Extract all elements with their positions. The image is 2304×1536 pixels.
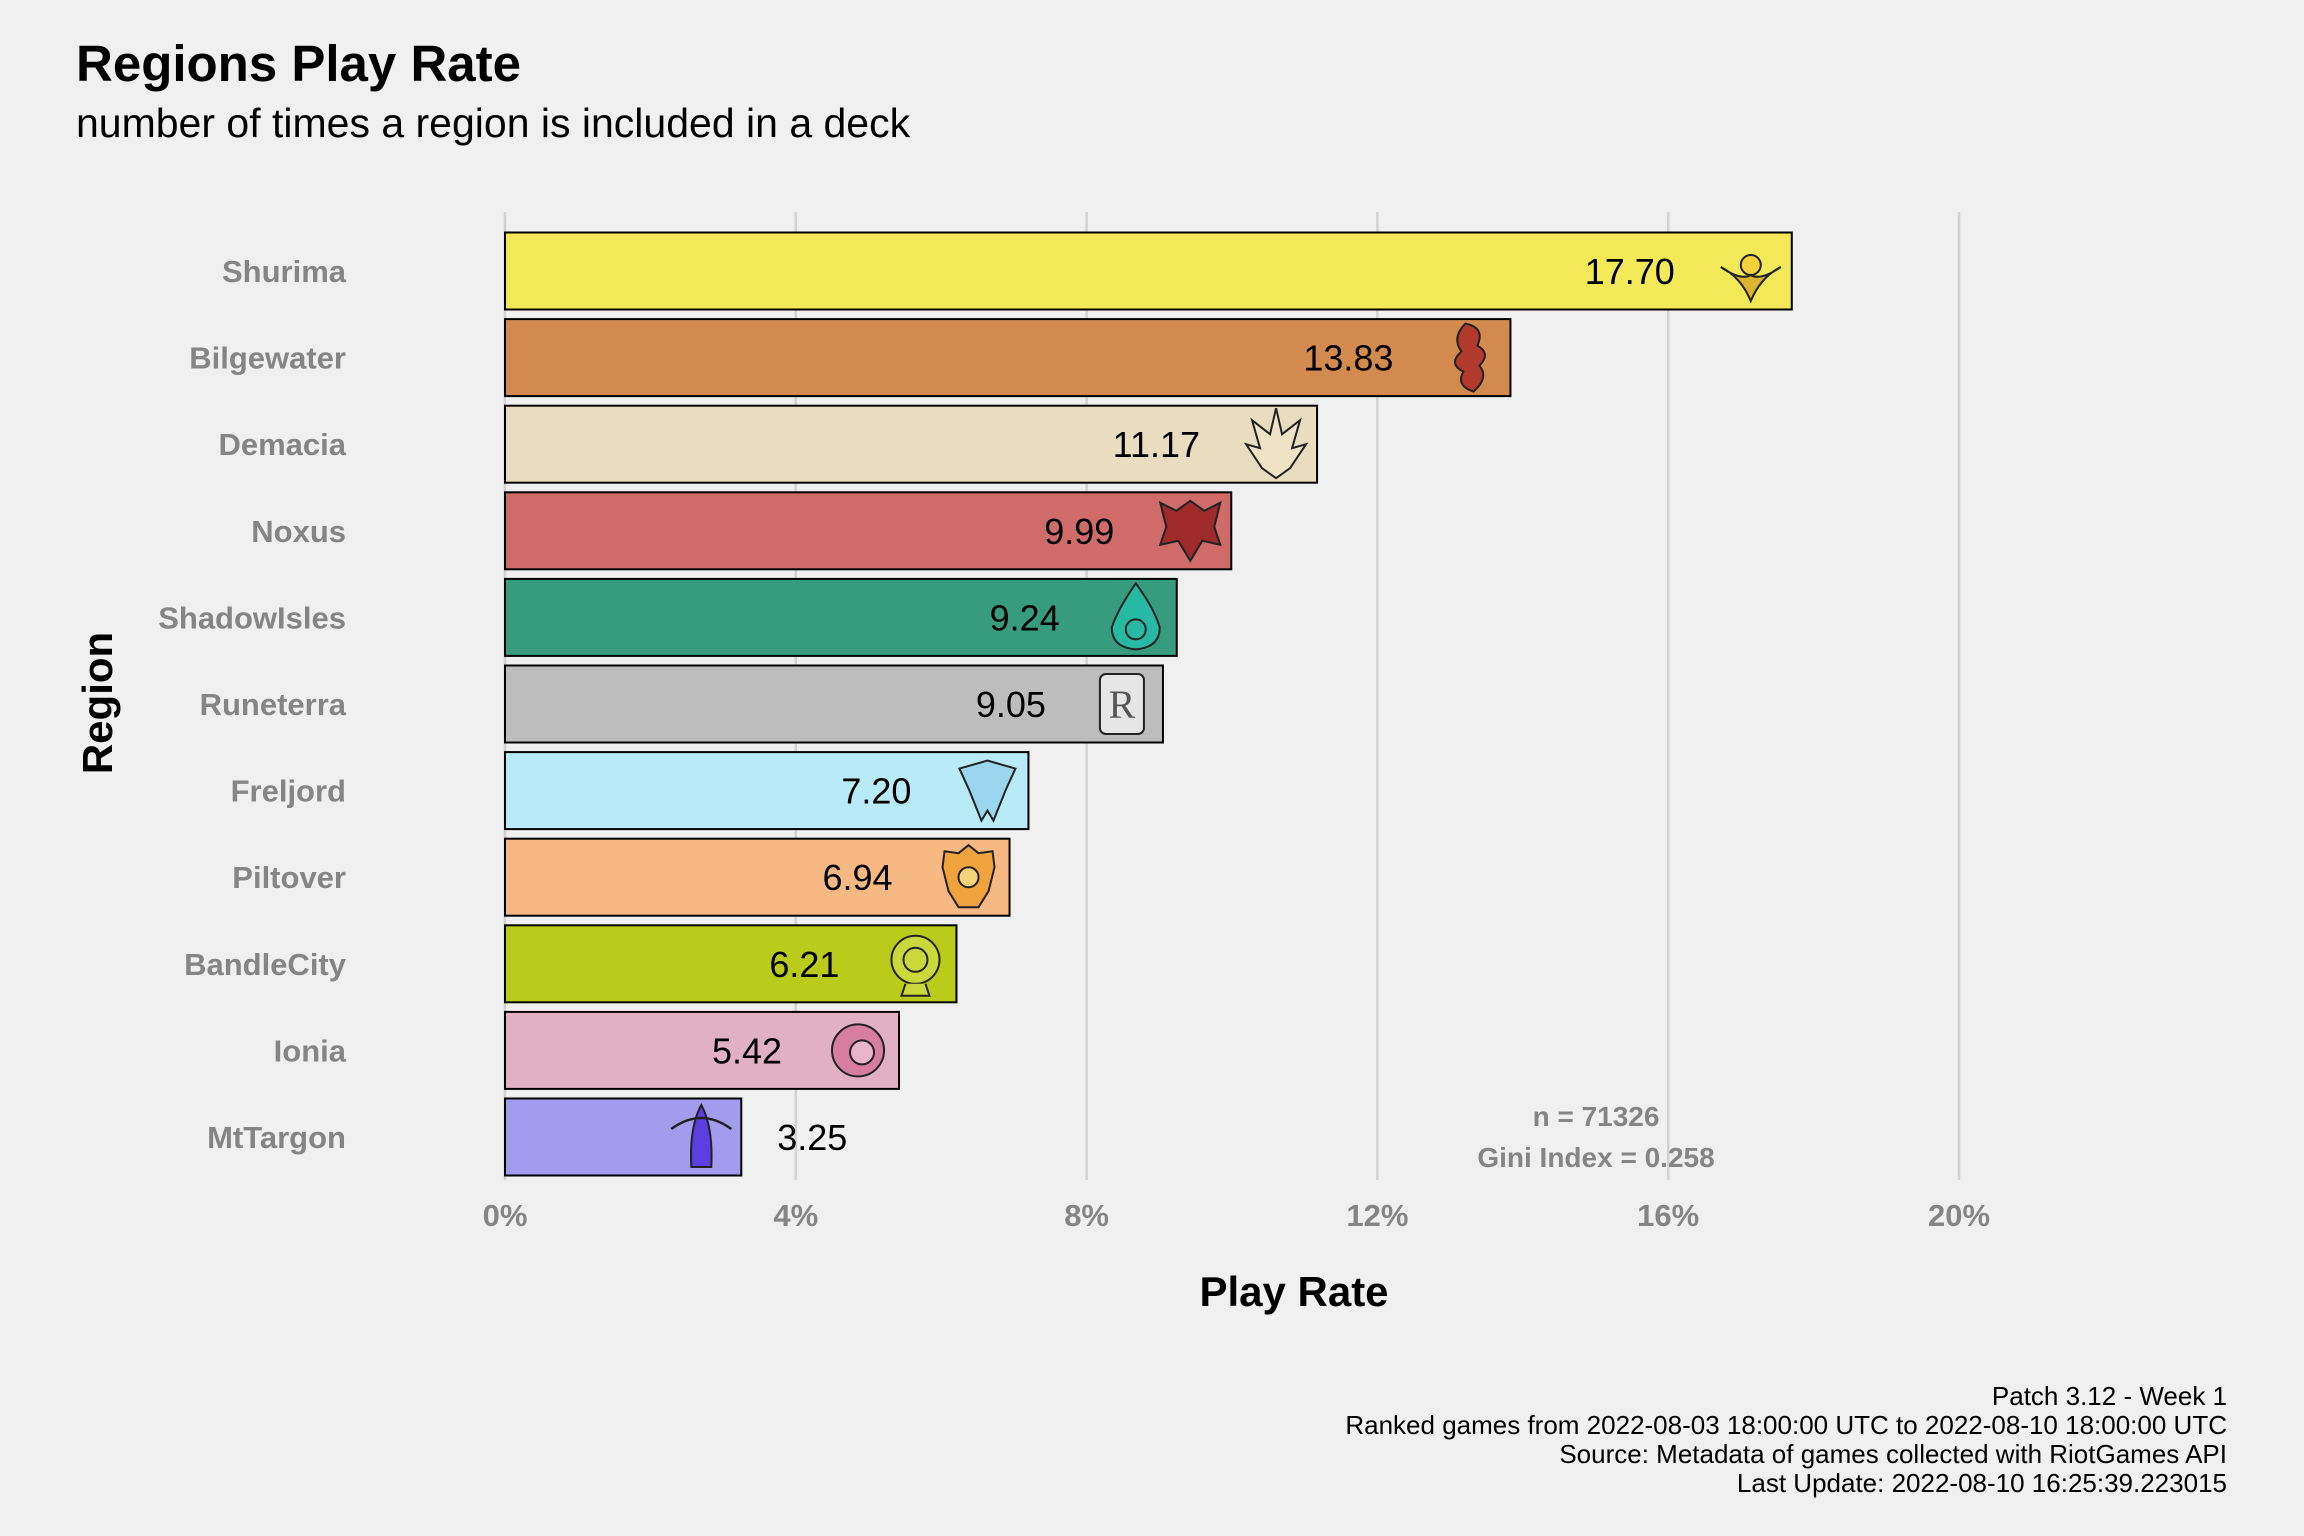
bar xyxy=(504,231,1793,311)
x-tick-label: 8% xyxy=(1064,1198,1109,1233)
y-tick-label: Ionia xyxy=(274,1033,347,1068)
piltover-icon xyxy=(941,843,996,909)
ionia-icon xyxy=(831,1023,886,1078)
bar xyxy=(504,751,1030,831)
y-tick-label: ShadowIsles xyxy=(158,600,346,635)
y-tick-label: Piltover xyxy=(232,860,346,895)
runeterra-icon: R xyxy=(1098,673,1145,735)
mttargon-icon xyxy=(670,1102,733,1168)
y-tick-label: Freljord xyxy=(231,774,346,809)
caption-date-range: Ranked games from 2022-08-03 18:00:00 UT… xyxy=(1345,1410,2227,1440)
data-label: 3.25 xyxy=(777,1117,847,1158)
data-label: 9.99 xyxy=(1044,511,1114,552)
y-tick-label: Shurima xyxy=(222,254,347,289)
shadowisles-icon xyxy=(1110,581,1161,651)
data-label: 6.94 xyxy=(822,857,892,898)
data-label: 17.70 xyxy=(1585,251,1675,292)
chart-subtitle: number of times a region is included in … xyxy=(76,100,911,146)
y-tick-label: MtTargon xyxy=(207,1120,346,1155)
x-axis-title: Play Rate xyxy=(1199,1268,1388,1315)
caption-patch: Patch 3.12 - Week 1 xyxy=(1991,1381,2227,1411)
y-tick-label: Bilgewater xyxy=(189,341,346,376)
bar xyxy=(504,491,1233,571)
data-label: 11.17 xyxy=(1113,424,1200,465)
data-label: 13.83 xyxy=(1303,338,1393,379)
gini-index-note: Gini Index = 0.258 xyxy=(1477,1142,1714,1173)
shurima-icon xyxy=(1720,254,1782,304)
freljord-icon xyxy=(958,759,1017,823)
y-tick-label: BandleCity xyxy=(184,947,347,982)
bandlecity-icon xyxy=(890,934,941,997)
x-tick-label: 20% xyxy=(1928,1198,1990,1233)
bilgewater-icon xyxy=(1453,322,1486,393)
data-label: 9.05 xyxy=(976,684,1046,725)
demacia-icon xyxy=(1243,407,1309,480)
bar xyxy=(504,664,1164,744)
sample-size-note: n = 71326 xyxy=(1533,1101,1660,1132)
x-tick-label: 0% xyxy=(483,1198,528,1233)
x-tick-label: 16% xyxy=(1637,1198,1699,1233)
bar xyxy=(504,924,958,1004)
caption-source: Source: Metadata of games collected with… xyxy=(1559,1439,2227,1469)
bar xyxy=(504,577,1178,657)
y-axis-title: Region xyxy=(74,632,121,774)
y-tick-label: Demacia xyxy=(218,427,346,462)
x-tick-label: 12% xyxy=(1346,1198,1408,1233)
data-label: 6.21 xyxy=(769,944,839,985)
svg-text:R: R xyxy=(1109,682,1136,727)
bar xyxy=(504,404,1319,484)
data-label: 5.42 xyxy=(712,1030,782,1071)
y-tick-label: Noxus xyxy=(251,514,346,549)
caption: Patch 3.12 - Week 1 Ranked games from 20… xyxy=(1345,1382,2227,1498)
data-label: 9.24 xyxy=(990,597,1060,638)
y-tick-label: Runeterra xyxy=(200,687,347,722)
bar xyxy=(504,318,1512,398)
x-tick-label: 4% xyxy=(773,1198,818,1233)
caption-last-update: Last Update: 2022-08-10 16:25:39.223015 xyxy=(1736,1468,2227,1498)
data-label: 7.20 xyxy=(841,771,911,812)
noxus-icon xyxy=(1158,499,1222,563)
chart-title: Regions Play Rate xyxy=(76,35,521,92)
bar xyxy=(504,837,1011,917)
